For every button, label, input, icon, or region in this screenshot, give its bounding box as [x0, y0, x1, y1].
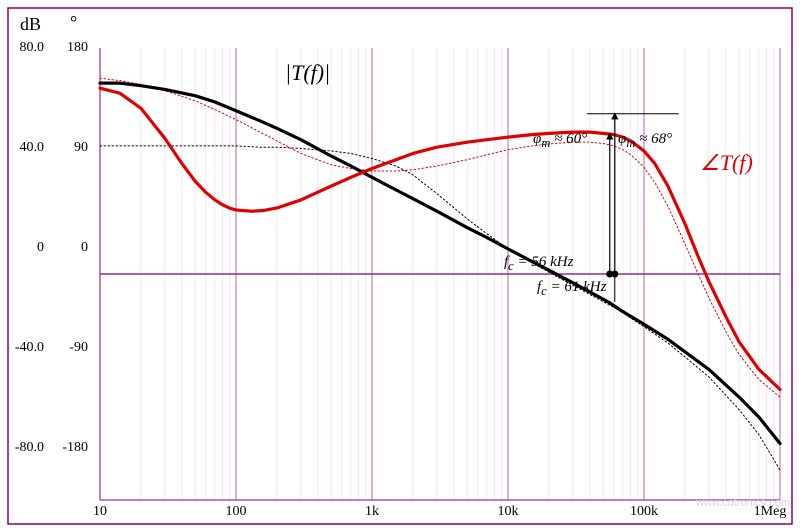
- phase-label: ∠T(f): [700, 150, 753, 176]
- xtick-0: 10: [93, 504, 107, 520]
- magnitude-label: |T(f)|: [285, 60, 330, 86]
- xtick-2: 1k: [365, 504, 379, 520]
- watermark: www.cntronics.com: [696, 497, 790, 509]
- pm2-annotation: φm ≈ 68°: [618, 131, 672, 151]
- fc1-annotation: fc = 56 kHz: [504, 254, 573, 274]
- xtick-3: 10k: [498, 504, 519, 520]
- xtick-4: 100k: [630, 504, 658, 520]
- xtick-1: 100: [226, 504, 247, 520]
- pm1-annotation: φm ≈ 60°: [533, 131, 587, 151]
- fc2-annotation: fc = 61 kHz: [537, 279, 606, 299]
- bode-plot: [0, 0, 800, 531]
